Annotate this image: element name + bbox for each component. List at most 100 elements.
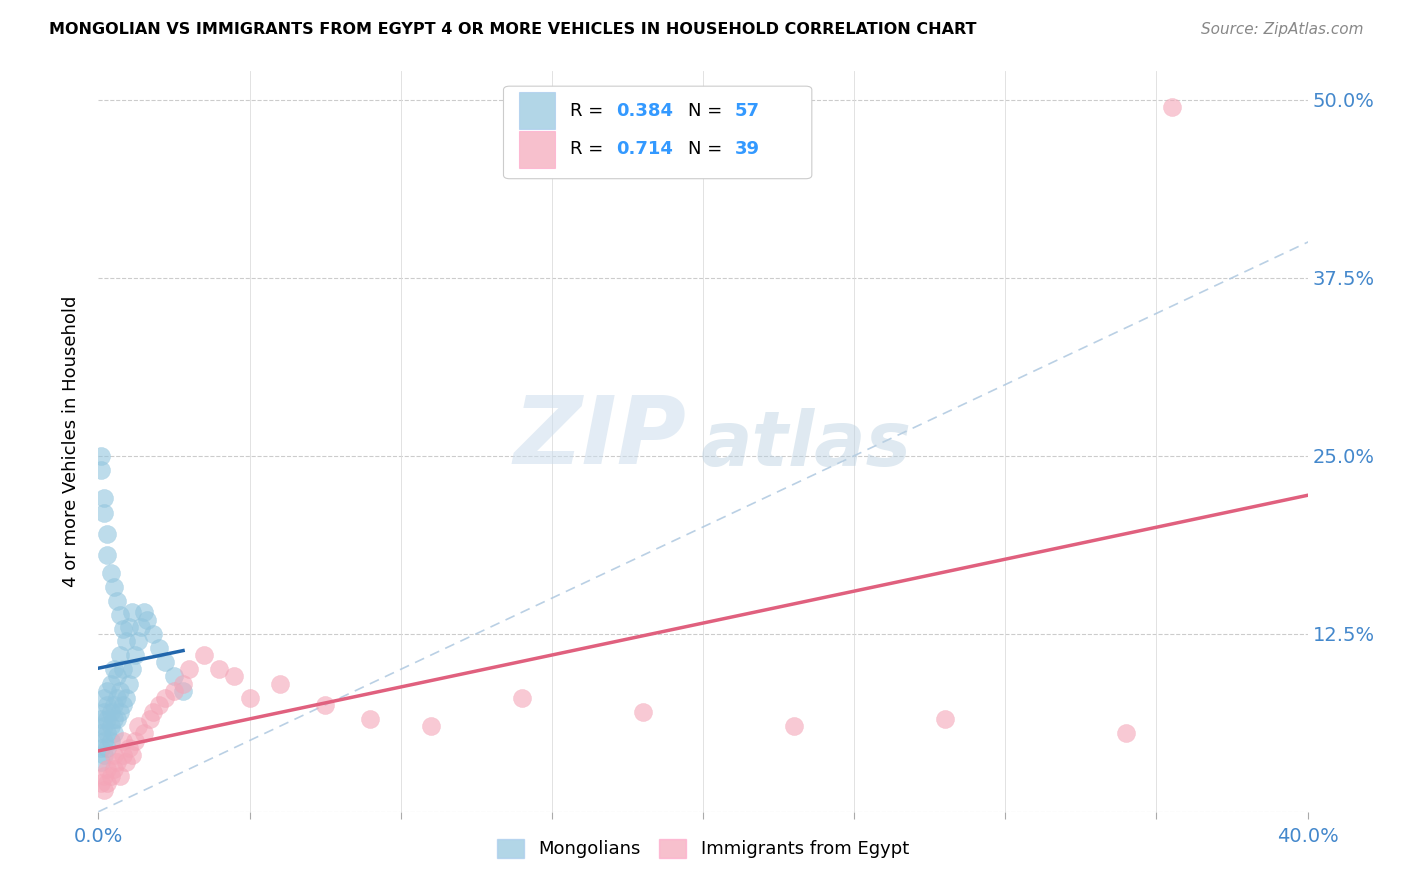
Point [224,669,246,683]
Point [93,491,115,506]
Point [111,698,134,712]
Text: ZIP: ZIP [513,392,686,483]
Point [118,619,141,633]
Point [90,776,112,790]
Point [1115,726,1137,740]
Point [100,705,122,719]
Point [96,549,118,563]
Point [96,762,118,776]
Point [163,669,186,683]
Text: N =: N = [689,102,728,120]
Point [105,712,128,726]
Point [127,633,149,648]
Point [631,705,654,719]
Point [1160,100,1182,114]
Point [90,726,112,740]
Point [103,762,125,776]
FancyBboxPatch shape [503,87,811,178]
Point [105,690,128,705]
Text: 39: 39 [734,140,759,158]
Point [90,449,112,463]
Point [172,676,194,690]
Point [93,705,115,719]
Point [132,606,155,620]
Point [118,740,141,755]
Point [103,712,125,726]
Point [111,733,134,747]
Point [96,712,118,726]
Point [269,676,291,690]
Point [100,719,122,733]
Point [114,690,136,705]
Text: 57: 57 [734,102,759,120]
Point [93,747,115,762]
Point [124,733,146,747]
Point [100,566,122,580]
FancyBboxPatch shape [519,130,555,168]
Point [239,690,262,705]
Point [103,698,125,712]
Point [96,527,118,541]
Text: MONGOLIAN VS IMMIGRANTS FROM EGYPT 4 OR MORE VEHICLES IN HOUSEHOLD CORRELATION C: MONGOLIAN VS IMMIGRANTS FROM EGYPT 4 OR … [49,22,977,37]
Point [111,662,134,676]
Point [163,683,186,698]
Point [103,726,125,740]
Point [93,769,115,783]
Point [360,712,382,726]
Point [105,755,128,769]
Y-axis label: 4 or more Vehicles in Household: 4 or more Vehicles in Household [62,296,80,587]
Point [118,676,141,690]
Point [153,655,176,669]
Point [135,613,157,627]
Point [139,712,162,726]
Text: R =: R = [569,102,609,120]
Point [93,733,115,747]
Point [105,669,128,683]
Point [96,683,118,698]
Point [105,594,128,608]
Point [142,626,165,640]
Point [103,662,125,676]
Point [100,676,122,690]
Point [420,719,443,733]
Point [142,705,165,719]
Point [179,662,201,676]
Point [114,755,136,769]
Point [96,698,118,712]
Legend: Mongolians, Immigrants from Egypt: Mongolians, Immigrants from Egypt [489,832,917,865]
Point [510,690,533,705]
Text: Source: ZipAtlas.com: Source: ZipAtlas.com [1201,22,1364,37]
Point [108,769,131,783]
Point [121,747,143,762]
Point [111,747,134,762]
Text: atlas: atlas [700,409,911,483]
Point [108,683,131,698]
Point [114,633,136,648]
Point [111,623,134,637]
Text: 0.384: 0.384 [616,102,673,120]
Point [90,740,112,755]
Point [96,776,118,790]
Point [108,608,131,623]
Point [93,506,115,520]
Point [108,648,131,662]
Point [108,705,131,719]
Point [93,719,115,733]
Point [103,747,125,762]
Point [783,719,806,733]
Point [100,733,122,747]
Point [148,640,170,655]
Point [93,690,115,705]
Point [208,662,231,676]
Point [90,463,112,477]
Point [124,648,146,662]
Point [129,619,152,633]
Text: R =: R = [569,140,609,158]
Point [96,726,118,740]
Point [127,719,149,733]
Point [153,690,176,705]
Point [93,783,115,797]
Point [132,726,155,740]
Text: 0.714: 0.714 [616,140,673,158]
Point [100,769,122,783]
